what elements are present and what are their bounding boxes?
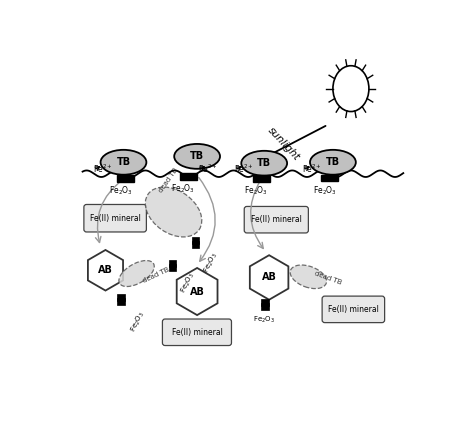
- Polygon shape: [177, 268, 218, 315]
- Text: Fe$_2$O$_3$: Fe$_2$O$_3$: [109, 185, 133, 197]
- FancyBboxPatch shape: [191, 237, 200, 244]
- FancyBboxPatch shape: [261, 303, 269, 310]
- Text: TB: TB: [117, 157, 130, 167]
- Text: dead TB: dead TB: [158, 167, 179, 194]
- FancyBboxPatch shape: [191, 241, 200, 248]
- Text: TB: TB: [257, 158, 271, 168]
- Text: Fe$^{2+}$: Fe$^{2+}$: [302, 163, 322, 175]
- Text: Fe$_2$O$_3$: Fe$_2$O$_3$: [179, 270, 198, 295]
- Text: TB: TB: [326, 157, 340, 167]
- Text: Fe$^{2+}$: Fe$^{2+}$: [198, 163, 218, 175]
- Text: Fe$_2$O$_3$: Fe$_2$O$_3$: [253, 314, 274, 325]
- Bar: [181, 173, 198, 180]
- Text: dead TB: dead TB: [313, 271, 342, 286]
- Text: Fe$^{2+}$: Fe$^{2+}$: [93, 163, 113, 175]
- Text: sunlight: sunlight: [266, 126, 302, 163]
- FancyBboxPatch shape: [169, 260, 176, 266]
- Text: Fe$^{2+}$: Fe$^{2+}$: [235, 163, 254, 175]
- Text: Fe(ll) mineral: Fe(ll) mineral: [172, 328, 222, 337]
- Ellipse shape: [146, 187, 202, 237]
- Text: Fe$_2$O$_3$: Fe$_2$O$_3$: [128, 309, 147, 334]
- Text: Fe(ll) mineral: Fe(ll) mineral: [251, 215, 302, 224]
- Text: Fe$_2$O$_3$: Fe$_2$O$_3$: [244, 185, 268, 197]
- Text: AB: AB: [190, 286, 205, 297]
- Ellipse shape: [333, 66, 369, 111]
- Text: Fe$_2$O$_3$: Fe$_2$O$_3$: [202, 251, 220, 275]
- Text: TB: TB: [190, 151, 204, 162]
- Text: dead TB: dead TB: [141, 266, 170, 284]
- Ellipse shape: [290, 265, 327, 289]
- FancyBboxPatch shape: [84, 204, 146, 232]
- FancyBboxPatch shape: [117, 298, 125, 305]
- Bar: [253, 176, 270, 182]
- Polygon shape: [250, 255, 288, 300]
- FancyBboxPatch shape: [169, 264, 176, 271]
- Bar: [117, 176, 134, 182]
- Text: Fe(ll) mineral: Fe(ll) mineral: [328, 305, 379, 314]
- Text: AB: AB: [262, 272, 276, 283]
- Polygon shape: [88, 250, 123, 291]
- Ellipse shape: [174, 144, 220, 169]
- FancyBboxPatch shape: [163, 319, 231, 346]
- Ellipse shape: [310, 150, 356, 175]
- Text: Fe$_2$O$_3$: Fe$_2$O$_3$: [172, 183, 195, 196]
- Bar: [321, 175, 338, 181]
- Text: AB: AB: [98, 265, 113, 275]
- Ellipse shape: [100, 150, 146, 175]
- FancyBboxPatch shape: [117, 295, 125, 301]
- FancyBboxPatch shape: [244, 207, 309, 233]
- FancyBboxPatch shape: [261, 299, 269, 306]
- FancyBboxPatch shape: [322, 296, 384, 323]
- Ellipse shape: [241, 151, 287, 176]
- Ellipse shape: [119, 261, 154, 286]
- Text: Fe$_2$O$_3$: Fe$_2$O$_3$: [313, 185, 337, 197]
- Text: Fe(ll) mineral: Fe(ll) mineral: [90, 214, 141, 223]
